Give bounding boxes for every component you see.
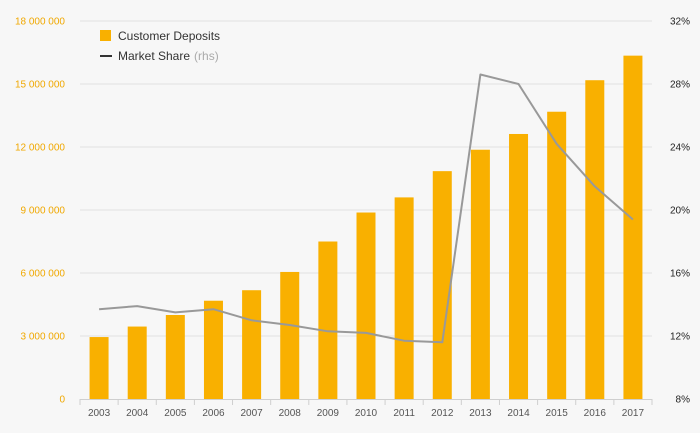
bar-2009 [318, 241, 338, 399]
y-right-tick-label: 24% [670, 143, 690, 154]
bar-2014 [509, 133, 529, 400]
bar-2007 [242, 290, 262, 399]
y-right-tick-label: 8% [676, 395, 691, 406]
bar-2004 [127, 326, 147, 399]
y-axis-left: 0 3 000 000 6 000 000 9 000 000 12 000 000 15… [15, 17, 66, 406]
x-tick-label: 2014 [507, 408, 530, 419]
line-series-market-share [99, 73, 634, 344]
bar-2016 [585, 80, 605, 399]
bar-2006 [203, 300, 223, 399]
x-tick-label: 2017 [622, 408, 645, 419]
y-left-tick-label: 6 000 000 [21, 269, 66, 280]
y-left-tick-label: 0 [59, 395, 65, 406]
x-tick-label: 2004 [126, 408, 149, 419]
y-right-tick-label: 28% [670, 80, 690, 91]
market-share-line [99, 73, 634, 344]
bar-2017 [623, 55, 643, 400]
bar-2008 [280, 271, 300, 399]
legend-swatch-customer-deposits [100, 30, 111, 41]
bar-2013 [470, 149, 490, 399]
x-tick-label: 2007 [240, 408, 263, 419]
legend-label-market-share-main: Market Share [118, 49, 190, 63]
y-left-tick-label: 15 000 000 [15, 80, 65, 91]
x-tick-label: 2006 [202, 408, 225, 419]
y-axis-right: 8% 12% 16% 20% 24% 28% 32% [670, 17, 690, 406]
x-tick-label: 2012 [431, 408, 454, 419]
bar-2012 [432, 171, 452, 399]
legend-label-customer-deposits: Customer Deposits [118, 29, 220, 43]
y-left-tick-label: 18 000 000 [15, 17, 65, 28]
x-tick-label: 2015 [546, 408, 569, 419]
y-left-tick-label: 3 000 000 [21, 332, 66, 343]
bar-series-customer-deposits [89, 55, 643, 400]
bar-2005 [165, 315, 185, 399]
legend-label-market-share: Market Share (rhs) [118, 49, 219, 63]
y-right-tick-label: 16% [670, 269, 690, 280]
legend-label-market-share-suffix: (rhs) [194, 49, 219, 63]
x-tick-label: 2016 [584, 408, 607, 419]
x-axis: 2003 2004 2005 2006 2007 2008 2009 2010 2011 2012… [79, 399, 653, 419]
y-left-tick-label: 9 000 000 [21, 206, 66, 217]
x-tick-label: 2013 [469, 408, 492, 419]
x-tick-label: 2011 [393, 408, 415, 419]
x-tick-label: 2003 [88, 408, 111, 419]
bar-2010 [356, 212, 376, 399]
x-tick-label: 2009 [317, 408, 340, 419]
x-tick-label: 2010 [355, 408, 378, 419]
bar-2015 [547, 111, 567, 399]
y-right-tick-label: 12% [670, 332, 690, 343]
bar-2003 [89, 337, 109, 399]
x-tick-label: 2005 [164, 408, 187, 419]
y-right-tick-label: 32% [670, 17, 690, 28]
y-right-tick-label: 20% [670, 206, 690, 217]
bar-2011 [394, 197, 414, 399]
y-left-tick-label: 12 000 000 [15, 143, 65, 154]
legend: Customer Deposits Market Share (rhs) [100, 29, 220, 63]
x-tick-label: 2008 [279, 408, 302, 419]
